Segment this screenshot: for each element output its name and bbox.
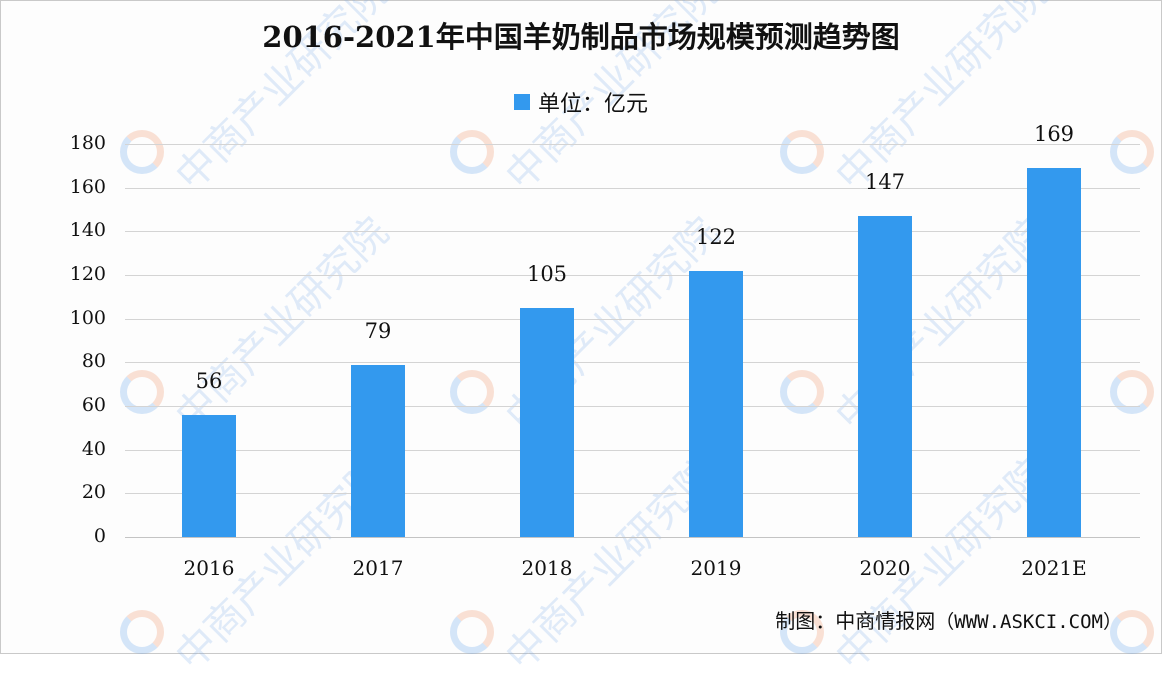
x-axis-line [125,537,1140,538]
gridline [125,188,1140,189]
source-prefix: 制图：中商情报网 [775,609,936,633]
legend-swatch [513,94,530,110]
y-tick-label: 120 [69,263,106,285]
plot-area: 0 20 40 60 80 100 120 140 160 180 56 2016 79 2017 105 2… [69,122,1140,580]
x-tick-label: 2020 [859,556,911,580]
x-tick-label: 2016 [183,556,235,580]
y-tick-label: 160 [69,176,106,198]
gridline [125,450,1140,451]
bar-value-label: 105 [526,262,568,286]
source-note: 制图：中商情报网（WWW.ASKCI.COM） [775,605,1122,634]
y-tick-label: 0 [93,525,106,547]
gridline [125,144,1140,145]
gridline [125,493,1140,494]
source-url: （WWW.ASKCI.COM） [935,611,1122,633]
bar-2018 [520,308,574,537]
bar-2019 [689,271,743,537]
bar-2021E [1027,168,1081,537]
gridline [125,231,1140,232]
bar-value-label: 122 [695,225,737,249]
bar-value-label: 79 [364,319,392,343]
bar-value-label: 147 [864,170,906,194]
gridline [125,275,1140,276]
bar-value-label: 169 [1033,122,1075,146]
y-tick-label: 20 [81,481,106,503]
chart-frame [0,0,1162,654]
y-tick-label: 180 [69,132,106,154]
chart-title: 2016-2021年中国羊奶制品市场规模预测趋势图 [262,20,900,54]
y-tick-label: 40 [81,438,106,460]
gridline [125,406,1140,407]
legend-label: 单位：亿元 [537,92,648,117]
x-tick-label: 2021E [1021,556,1087,580]
y-tick-label: 140 [69,219,106,241]
x-tick-label: 2018 [521,556,573,580]
legend: 单位：亿元 [0,86,1162,118]
bar-2016 [182,415,236,537]
bar-2017 [351,365,405,537]
gridline [125,362,1140,363]
x-tick-label: 2019 [690,556,742,580]
bar-2020 [858,216,912,537]
bar-value-label: 56 [195,369,223,393]
y-tick-label: 80 [81,350,106,372]
gridline [125,319,1140,320]
y-tick-label: 60 [81,394,106,416]
x-tick-label: 2017 [352,556,404,580]
y-tick-label: 100 [69,307,106,329]
